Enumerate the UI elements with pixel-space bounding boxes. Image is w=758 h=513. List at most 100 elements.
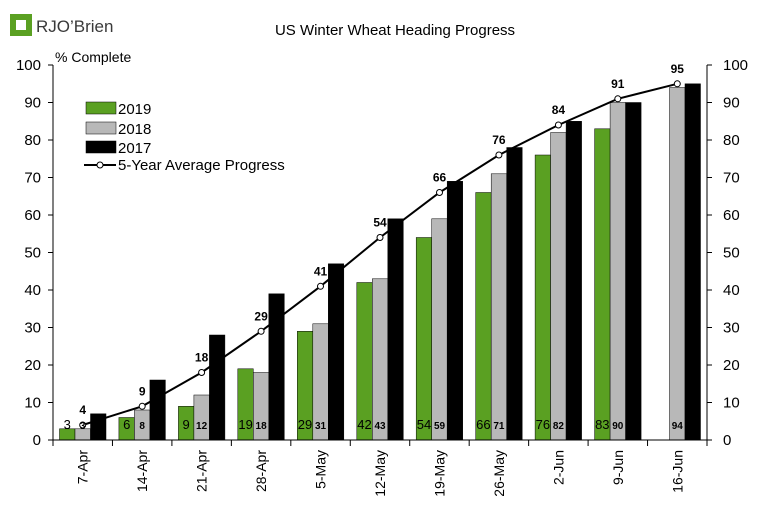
y-tick-label-left: 20: [24, 357, 41, 374]
average-data-label: 4: [79, 403, 86, 417]
average-point-21-Apr: [198, 369, 206, 376]
bar-2019-9-Jun: [594, 128, 611, 441]
bar-label-2018: 12: [196, 421, 208, 432]
bar-2017-5-May: [328, 263, 345, 441]
bar-2017-9-Jun: [625, 102, 642, 441]
bar-2017-16-Jun: [684, 83, 701, 441]
bar-label-2019: 54: [417, 417, 431, 432]
y-tick-label-right: 40: [723, 282, 740, 299]
average-data-label: 29: [254, 309, 268, 323]
bar-label-2018: 18: [256, 421, 268, 432]
y-tick-label-right: 20: [723, 357, 740, 374]
bar-label-2019: 66: [476, 417, 490, 432]
y-tick-label-left: 80: [24, 132, 41, 149]
y-tick-label-right: 100: [723, 57, 748, 74]
y-axis-label: % Complete: [55, 49, 131, 65]
y-tick-label-right: 50: [723, 245, 740, 262]
x-tick-label: 26-May: [491, 450, 507, 497]
x-tick-label: 16-Jun: [669, 450, 685, 493]
y-tick-label-right: 30: [723, 320, 740, 337]
x-tick-label: 12-May: [372, 450, 388, 497]
bar-label-2019: 9: [182, 417, 189, 432]
average-data-label: 95: [671, 62, 685, 76]
legend-label-2018: 2018: [118, 121, 151, 138]
y-tick-label-left: 10: [24, 395, 41, 412]
bar-label-2018: 59: [434, 421, 446, 432]
bars-layer: [59, 83, 701, 441]
x-tick-label: 9-Jun: [610, 450, 626, 485]
average-line-layer: [79, 80, 681, 429]
average-data-label: 84: [552, 103, 566, 117]
bar-label-2019: 19: [238, 417, 252, 432]
x-tick-label: 14-Apr: [134, 450, 150, 492]
y-tick-label-right: 90: [723, 95, 740, 112]
legend-swatch-2019: [85, 101, 117, 115]
bar-label-2019: 42: [357, 417, 371, 432]
legend-swatch-2018: [85, 121, 117, 135]
bar-label-2019: 29: [298, 417, 312, 432]
logo-mark-inner-icon: [16, 20, 26, 30]
logo-text: RJO’Brien: [36, 17, 113, 36]
average-point-5-May: [317, 282, 324, 290]
bar-2017-19-May: [446, 181, 463, 441]
bar-label-2018: 43: [374, 421, 386, 432]
legend-label-2017: 2017: [118, 140, 151, 157]
legend-swatch-2017: [85, 140, 117, 154]
bar-label-2018: 82: [553, 421, 565, 432]
bar-2017-26-May: [506, 147, 523, 441]
average-point-12-May: [376, 234, 384, 241]
average-point-28-Apr: [257, 327, 265, 335]
average-point-7-Apr: [79, 421, 87, 429]
bar-label-2018: 71: [493, 421, 505, 432]
x-tick-label: 5-May: [313, 450, 329, 489]
y-tick-label-left: 30: [24, 320, 41, 337]
legend-label-2019: 2019: [118, 101, 151, 118]
legend-label-average: 5-Year Average Progress: [118, 157, 285, 174]
y-tick-label-left: 90: [24, 95, 41, 112]
y-tick-label-right: 60: [723, 207, 740, 224]
bar-label-2018: 8: [139, 421, 145, 432]
bar-2018-16-Jun: [669, 87, 686, 441]
rjo-brien-logo: RJO’Brien: [10, 14, 113, 36]
average-point-26-May: [495, 151, 503, 159]
bar-2018-9-Jun: [609, 102, 626, 441]
average-point-19-May: [436, 189, 443, 196]
bar-label-2019: 6: [123, 417, 130, 432]
bar-label-2018: 3: [80, 421, 86, 432]
average-data-label: 66: [433, 171, 447, 185]
bar-label-2019: 3: [64, 417, 71, 432]
axes-layer: 0 0 10 10 20 20 30 30 40 40 50 50 60 60 70 70 80 80 90 90 10…: [16, 57, 748, 497]
average-data-label: 54: [373, 216, 387, 230]
average-data-label: 76: [492, 133, 506, 147]
average-data-label: 9: [139, 384, 146, 398]
bar-label-2018: 90: [612, 421, 624, 432]
x-tick-label: 19-May: [432, 450, 448, 497]
bar-2019-2-Jun: [534, 154, 551, 441]
average-data-label: 41: [314, 264, 328, 278]
bar-2017-21-Apr: [209, 334, 226, 441]
bar-2018-2-Jun: [550, 132, 567, 441]
y-tick-label-left: 60: [24, 207, 41, 224]
bar-label-2019: 83: [595, 417, 609, 432]
bar-2017-14-Apr: [149, 379, 166, 441]
average-data-label: 18: [195, 351, 209, 365]
bar-2018-19-May: [431, 218, 448, 441]
y-tick-label-right: 80: [723, 132, 740, 149]
bar-label-2018: 31: [315, 421, 327, 432]
x-tick-label: 21-Apr: [194, 450, 210, 492]
legend: 2019 2018 2017 5-Year Average Progress: [84, 101, 285, 174]
y-tick-label-right: 10: [723, 395, 740, 412]
bar-2019-26-May: [475, 192, 492, 441]
average-data-label: 91: [611, 77, 625, 91]
average-point-14-Apr: [138, 402, 146, 410]
y-tick-label-left: 0: [33, 432, 41, 449]
bar-label-2019: 76: [536, 417, 550, 432]
chart-title: US Winter Wheat Heading Progress: [275, 22, 515, 39]
y-tick-label-left: 100: [16, 57, 41, 74]
x-tick-label: 7-Apr: [75, 450, 91, 485]
bar-2017-2-Jun: [565, 121, 582, 441]
bar-label-2018: 94: [672, 421, 684, 432]
legend-average-marker-icon: [96, 161, 104, 169]
